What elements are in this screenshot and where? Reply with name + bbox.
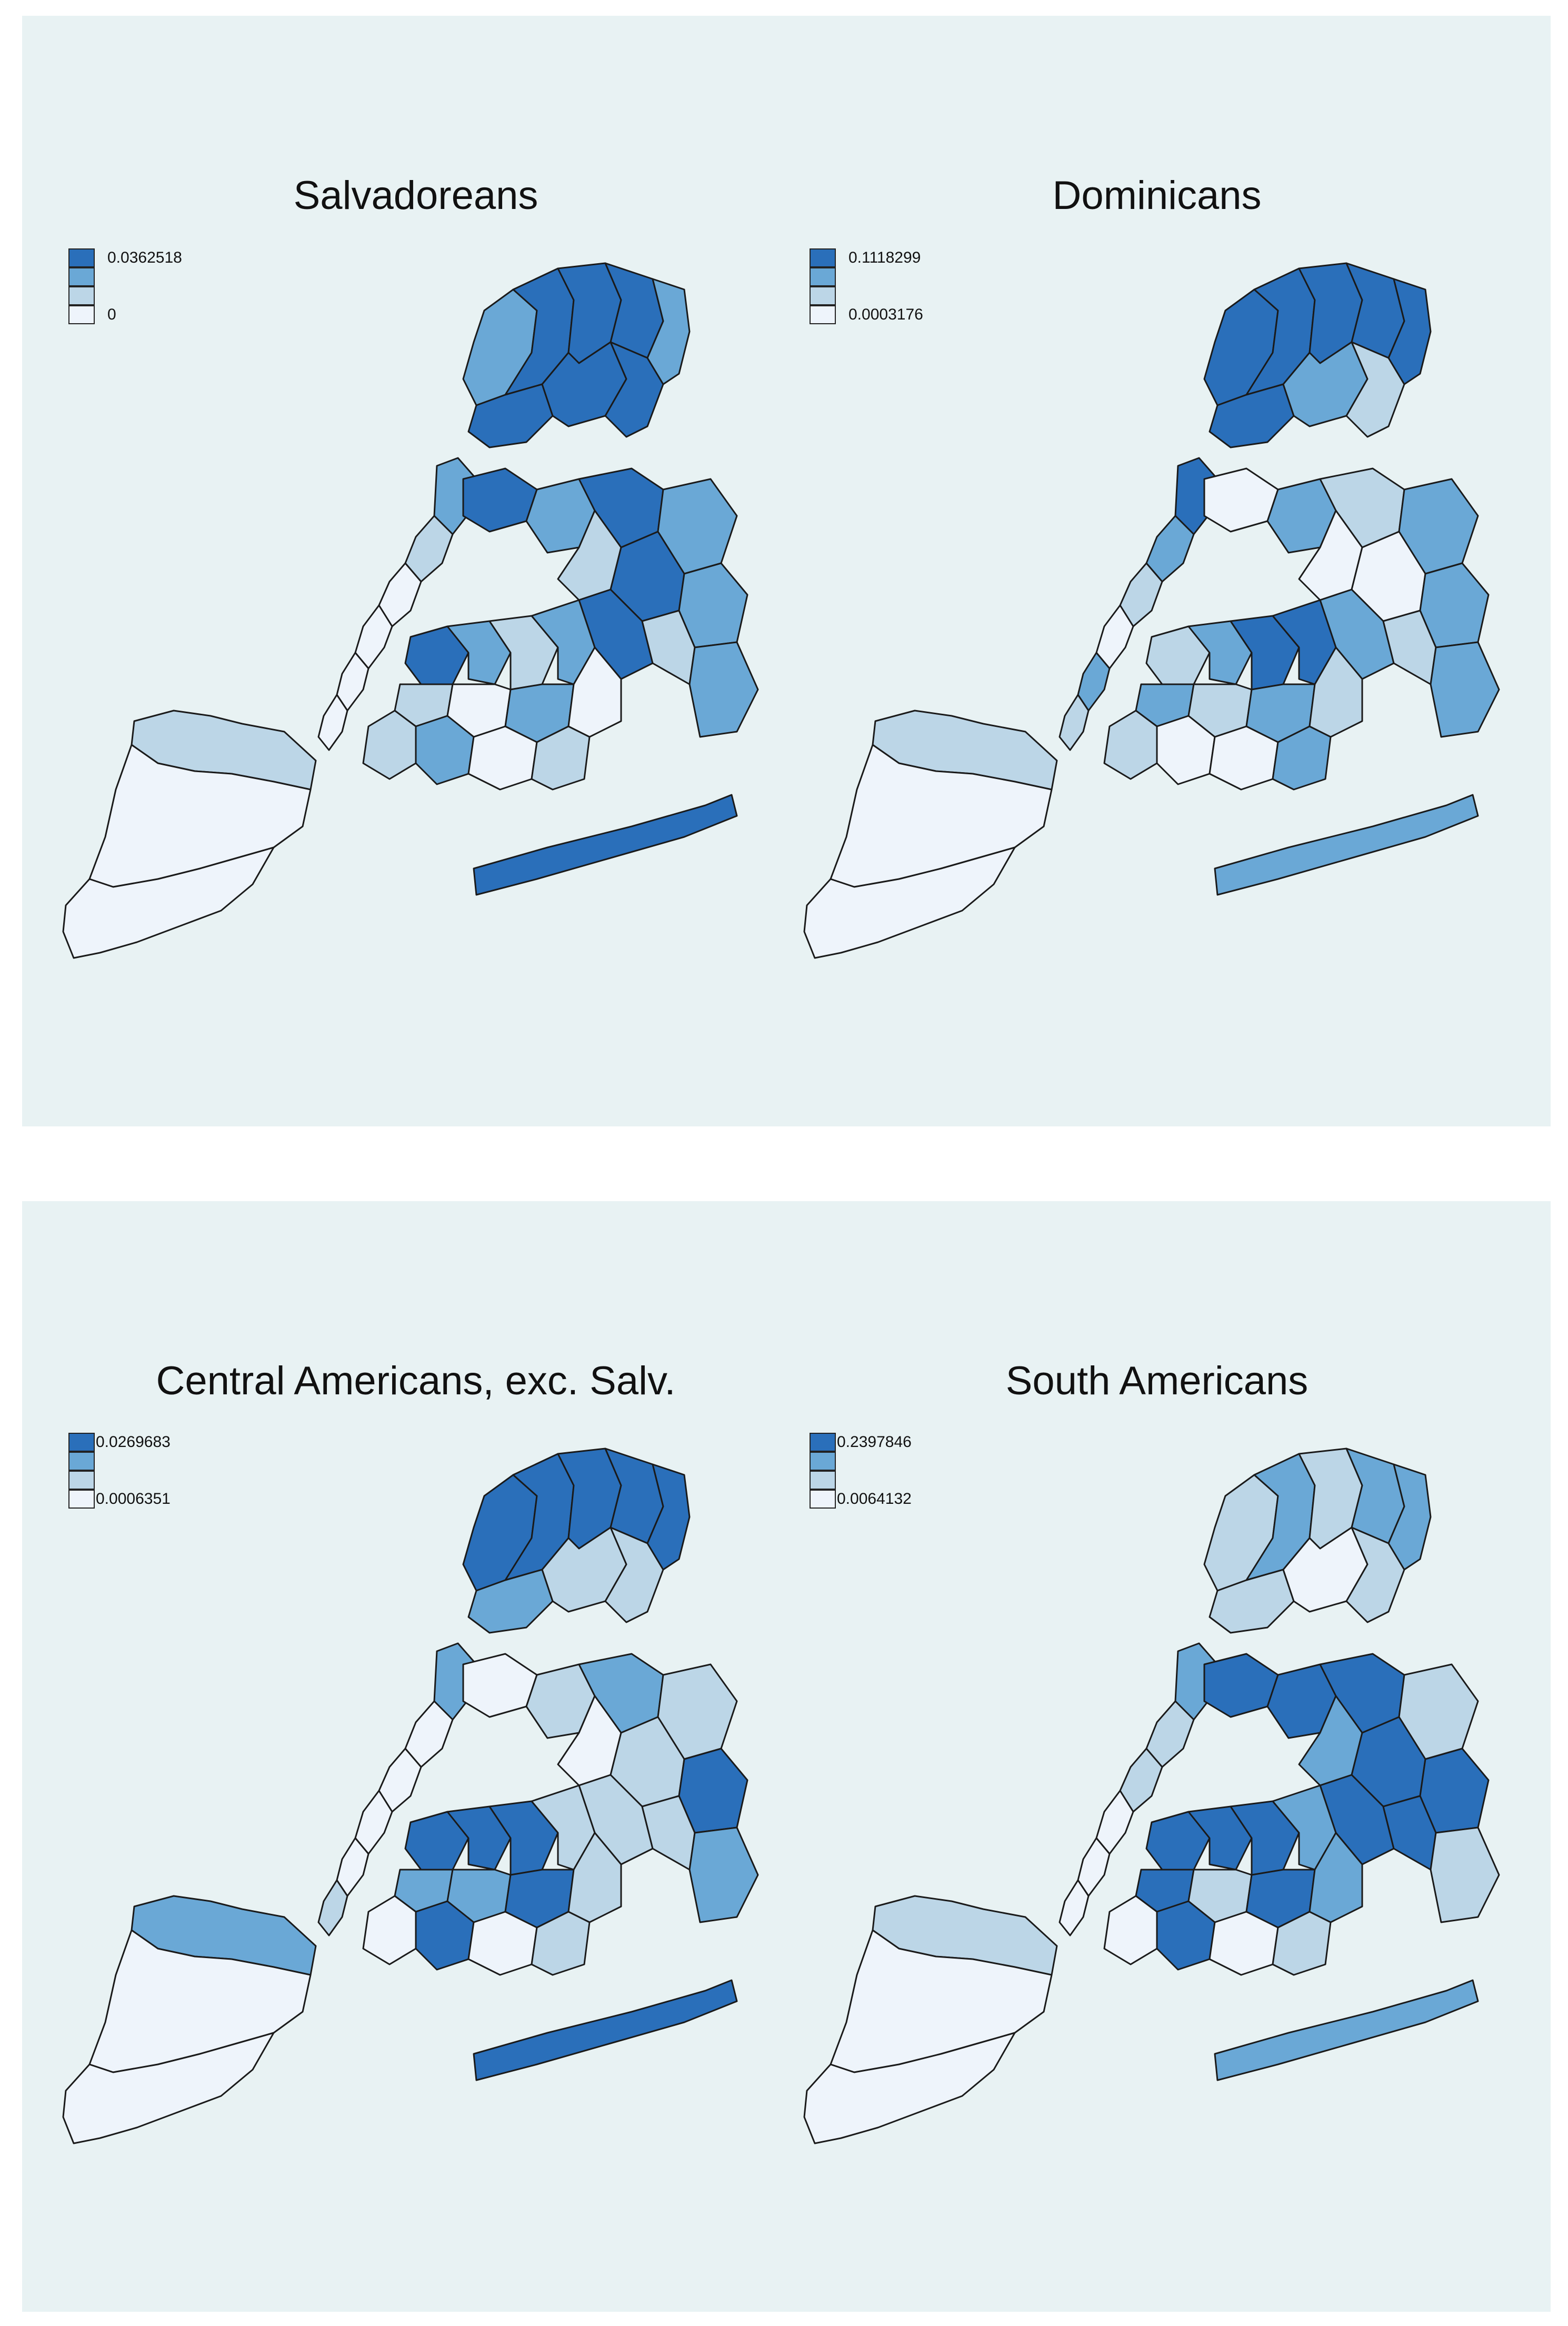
bronx-district-8 <box>646 278 691 385</box>
brooklyn-district-9 <box>1103 710 1158 780</box>
top-panel-background <box>22 16 1551 1126</box>
legend-swatch-mid-high <box>810 1452 836 1471</box>
brooklyn-district-9 <box>362 1895 417 1965</box>
legend-swatch-high <box>810 248 836 267</box>
legend-swatch-low <box>68 305 95 324</box>
legend-max-label: 0.1118299 <box>848 249 921 266</box>
queens-district-1 <box>462 1653 538 1718</box>
legend-min-label: 0 <box>107 306 116 323</box>
queens-district-10 <box>688 1826 759 1923</box>
queens-district-10 <box>1430 1826 1500 1923</box>
manhattan-district-6 <box>1058 694 1090 751</box>
map-panel-salvadoreans: Salvadoreans 0.0362518 0 <box>0 16 784 1126</box>
brooklyn-district-12 <box>531 1911 591 1976</box>
bronx-district-8 <box>646 1463 691 1571</box>
legend-swatch-mid-high <box>68 1452 95 1471</box>
staten-district-3 <box>803 846 1016 959</box>
map-panel-south-americans: South Americans 0.2397846 0.0064132 <box>741 1201 1525 2312</box>
map-panel-central-americans: Central Americans, exc. Salv. 0.0269683 … <box>0 1201 784 2312</box>
legend-min-label: 0.0006351 <box>96 1490 171 1508</box>
legend-swatch-high <box>810 1433 836 1452</box>
bronx-district-5 <box>467 1569 554 1634</box>
legend-swatch-high <box>68 248 95 267</box>
legend-max-label: 0.0269683 <box>96 1433 171 1451</box>
nyc-choropleth-map <box>62 1447 759 2144</box>
legend-swatch-low <box>810 1490 836 1509</box>
brooklyn-district-12 <box>1272 1911 1332 1976</box>
districts-group <box>62 1447 759 2144</box>
queens-district-10 <box>688 641 759 738</box>
legend-max-label: 0.0362518 <box>107 249 182 266</box>
legend-swatch-mid-low <box>810 1471 836 1490</box>
legend-max-label: 0.2397846 <box>837 1433 912 1451</box>
bronx-district-5 <box>1209 383 1295 448</box>
queens-district-1 <box>1203 1653 1279 1718</box>
queens-district-10 <box>1430 641 1500 738</box>
queens-district-rockaway <box>473 794 738 896</box>
legend-swatch-mid-low <box>68 1471 95 1490</box>
staten-district-3 <box>803 2032 1016 2144</box>
staten-district-3 <box>62 846 275 959</box>
legend-min-label: 0.0064132 <box>837 1490 912 1508</box>
nyc-choropleth-map <box>62 262 759 959</box>
nyc-choropleth-map <box>803 1447 1500 2144</box>
districts-group <box>62 262 759 959</box>
legend-swatch-mid-low <box>68 286 95 305</box>
legend-swatch-high <box>68 1433 95 1452</box>
queens-district-rockaway <box>1214 1979 1479 2081</box>
panel-title: Central Americans, exc. Salv. <box>156 1359 676 1403</box>
legend-swatch-low <box>68 1490 95 1509</box>
legend-swatch-mid-high <box>68 267 95 286</box>
manhattan-district-6 <box>317 694 348 751</box>
districts-group <box>803 262 1500 959</box>
bottom-panel-background <box>22 1201 1551 2312</box>
legend-min-label: 0.0003176 <box>848 306 923 323</box>
panel-title: South Americans <box>1005 1359 1309 1403</box>
bronx-district-8 <box>1387 278 1432 385</box>
queens-district-1 <box>462 467 538 533</box>
queens-district-1 <box>1203 467 1279 533</box>
brooklyn-district-12 <box>1272 725 1332 791</box>
staten-district-3 <box>62 2032 275 2144</box>
queens-district-rockaway <box>473 1979 738 2081</box>
manhattan-district-6 <box>1058 1879 1090 1936</box>
panel-title: Dominicans <box>1052 173 1262 218</box>
bronx-district-8 <box>1387 1463 1432 1571</box>
map-panel-dominicans: Dominicans 0.1118299 0.0003176 <box>741 16 1525 1126</box>
brooklyn-district-9 <box>362 710 417 780</box>
legend-swatch-mid-low <box>810 286 836 305</box>
legend-swatch-low <box>810 305 836 324</box>
brooklyn-district-12 <box>531 725 591 791</box>
legend-swatch-mid-high <box>810 267 836 286</box>
queens-district-rockaway <box>1214 794 1479 896</box>
manhattan-district-6 <box>317 1879 348 1936</box>
bronx-district-5 <box>1209 1569 1295 1634</box>
brooklyn-district-9 <box>1103 1895 1158 1965</box>
nyc-choropleth-map <box>803 262 1500 959</box>
panel-title: Salvadoreans <box>293 173 538 218</box>
districts-group <box>803 1447 1500 2144</box>
bronx-district-5 <box>467 383 554 448</box>
